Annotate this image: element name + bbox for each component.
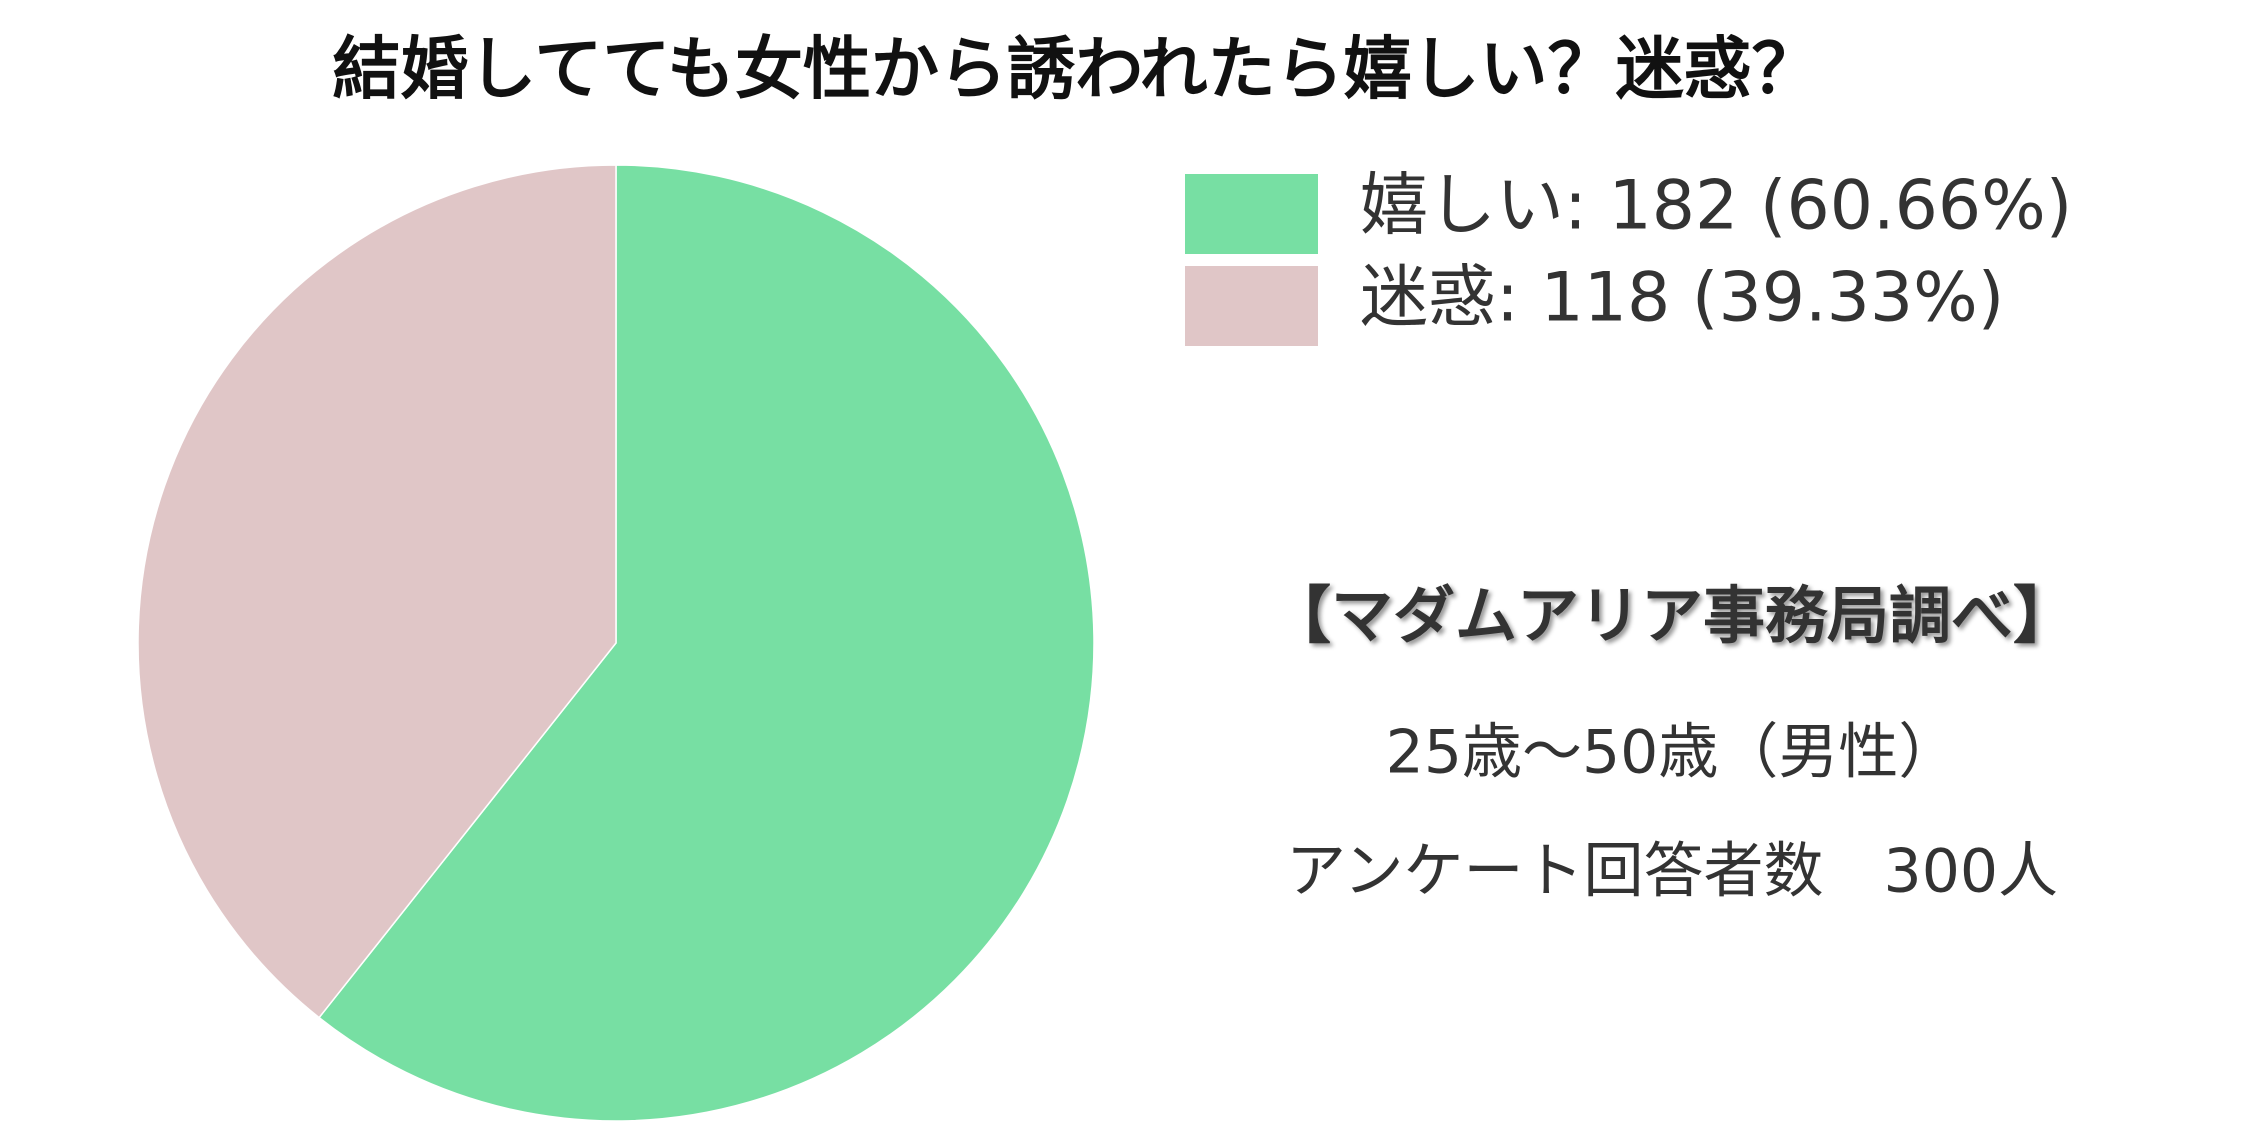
legend-label: 嬉しい: 182 (60.66%) — [1360, 167, 2072, 246]
chart-title: 結婚してても女性から誘われたら嬉しい？迷惑？ — [332, 31, 1819, 110]
pie-slice — [318, 164, 1095, 1122]
annotation: 25歳～50歳（男性） — [1386, 718, 1959, 788]
annotation: アンケート回答者数 300人 — [1286, 837, 2058, 907]
legend-swatch — [1185, 266, 1318, 346]
annotation: 【マダムアリア事務局調べ】 — [1269, 579, 2075, 652]
legend-label: 迷惑: 118 (39.33%) — [1360, 259, 2004, 338]
legend-swatch — [1185, 174, 1318, 254]
pie-slice — [137, 164, 617, 1019]
